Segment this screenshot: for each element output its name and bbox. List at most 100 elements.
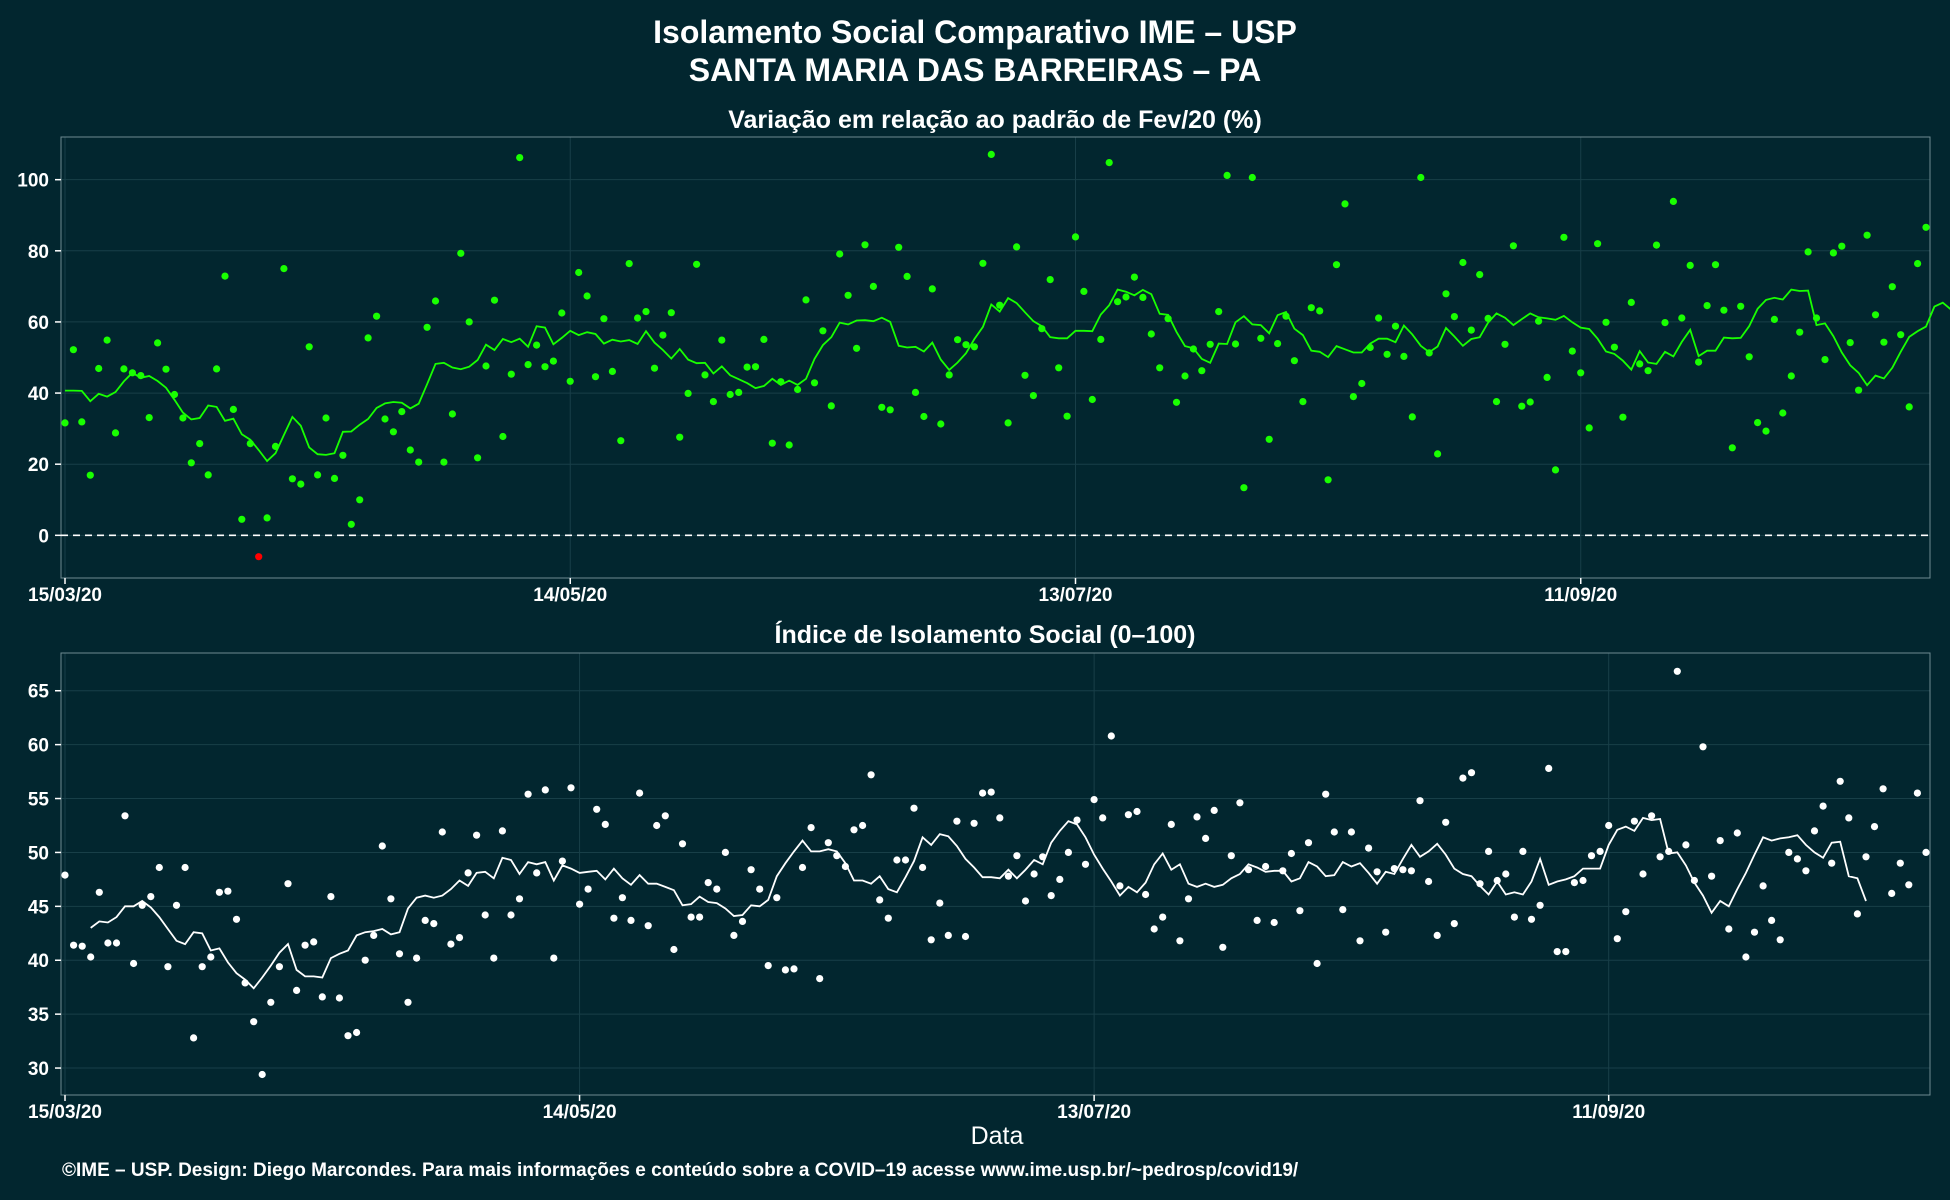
data-point bbox=[481, 911, 489, 919]
data-point bbox=[482, 362, 490, 370]
data-point bbox=[1417, 173, 1425, 182]
data-point bbox=[878, 403, 886, 411]
data-point bbox=[701, 371, 709, 379]
data-point bbox=[1450, 920, 1458, 928]
index-panel: Índice de Isolamento Social (0–100) 30 35… bbox=[28, 620, 1931, 1123]
data-point bbox=[327, 893, 335, 901]
data-point bbox=[794, 385, 802, 394]
data-point bbox=[1656, 853, 1664, 861]
data-point bbox=[625, 260, 633, 268]
data-point bbox=[1922, 848, 1930, 857]
data-point bbox=[1518, 402, 1526, 410]
data-point bbox=[807, 824, 815, 832]
data-point bbox=[844, 291, 852, 299]
data-point bbox=[1215, 308, 1223, 316]
data-point bbox=[507, 370, 515, 378]
data-point bbox=[120, 365, 128, 373]
data-point bbox=[1914, 260, 1922, 268]
data-point bbox=[738, 917, 747, 926]
data-point bbox=[653, 821, 661, 830]
data-point bbox=[945, 371, 953, 379]
data-point bbox=[1219, 943, 1227, 951]
data-point bbox=[1257, 334, 1265, 342]
data-point bbox=[190, 1034, 198, 1042]
data-point bbox=[112, 939, 121, 947]
data-point bbox=[920, 412, 928, 421]
data-point bbox=[576, 900, 584, 908]
data-point bbox=[1485, 847, 1493, 856]
data-point bbox=[541, 363, 549, 371]
data-point bbox=[305, 343, 313, 351]
data-point bbox=[642, 308, 650, 316]
data-point bbox=[1172, 398, 1181, 406]
data-point bbox=[154, 339, 162, 347]
data-point bbox=[670, 945, 678, 954]
data-point bbox=[558, 857, 567, 865]
data-point bbox=[78, 942, 86, 950]
data-point bbox=[198, 963, 206, 971]
data-point bbox=[558, 309, 566, 317]
y-tick-label: 60 bbox=[28, 736, 49, 757]
data-point bbox=[893, 856, 901, 864]
data-point bbox=[869, 282, 878, 290]
data-point bbox=[721, 848, 730, 857]
data-point bbox=[1870, 823, 1879, 831]
data-point bbox=[687, 913, 695, 921]
data-point bbox=[147, 893, 155, 901]
data-point bbox=[1829, 249, 1837, 257]
data-point bbox=[284, 880, 292, 888]
data-point bbox=[1425, 877, 1433, 886]
data-point bbox=[196, 440, 204, 448]
x-tick-label: 15/03/20 bbox=[28, 1102, 102, 1123]
data-point bbox=[1210, 806, 1218, 815]
y-tick-label: 50 bbox=[28, 843, 49, 864]
data-point bbox=[1665, 847, 1673, 856]
data-point bbox=[1682, 841, 1690, 849]
data-point bbox=[600, 315, 608, 323]
data-point bbox=[1678, 314, 1686, 322]
data-point bbox=[1081, 860, 1090, 868]
data-point bbox=[1029, 392, 1037, 400]
data-point bbox=[1408, 413, 1416, 421]
data-point bbox=[1064, 848, 1072, 857]
data-point bbox=[293, 986, 301, 995]
data-point bbox=[987, 150, 995, 158]
data-point bbox=[373, 312, 381, 320]
data-point bbox=[785, 441, 793, 449]
data-point bbox=[962, 341, 970, 349]
data-point bbox=[1880, 338, 1888, 346]
data-point bbox=[1046, 276, 1054, 284]
data-point bbox=[876, 896, 884, 904]
data-point bbox=[361, 956, 369, 964]
data-point bbox=[650, 364, 659, 372]
data-point bbox=[145, 414, 153, 422]
data-point bbox=[344, 1032, 352, 1040]
data-point bbox=[1879, 785, 1887, 793]
data-point bbox=[370, 931, 378, 940]
data-point bbox=[1644, 367, 1652, 375]
data-point bbox=[1434, 450, 1442, 458]
data-point bbox=[1526, 398, 1534, 406]
x-tick-label: 11/09/20 bbox=[1544, 585, 1617, 606]
data-point bbox=[1570, 879, 1578, 887]
data-point bbox=[751, 363, 760, 371]
data-point bbox=[339, 451, 347, 459]
data-point bbox=[704, 879, 712, 887]
data-point bbox=[263, 514, 271, 522]
data-point bbox=[533, 341, 541, 349]
y-tick-label: 40 bbox=[28, 951, 49, 972]
data-point bbox=[1399, 866, 1407, 874]
data-point bbox=[1270, 918, 1278, 927]
data-point bbox=[179, 414, 187, 422]
data-point bbox=[810, 379, 819, 387]
data-point bbox=[1021, 371, 1029, 379]
data-point bbox=[1467, 326, 1475, 334]
data-point bbox=[819, 327, 827, 335]
data-point bbox=[1750, 928, 1759, 936]
data-point bbox=[1828, 859, 1836, 867]
data-point bbox=[1596, 847, 1604, 856]
data-point bbox=[1030, 870, 1038, 878]
data-point bbox=[1863, 231, 1871, 239]
index-panel-title: Índice de Isolamento Social (0–100) bbox=[775, 620, 1196, 649]
data-point bbox=[756, 885, 764, 893]
